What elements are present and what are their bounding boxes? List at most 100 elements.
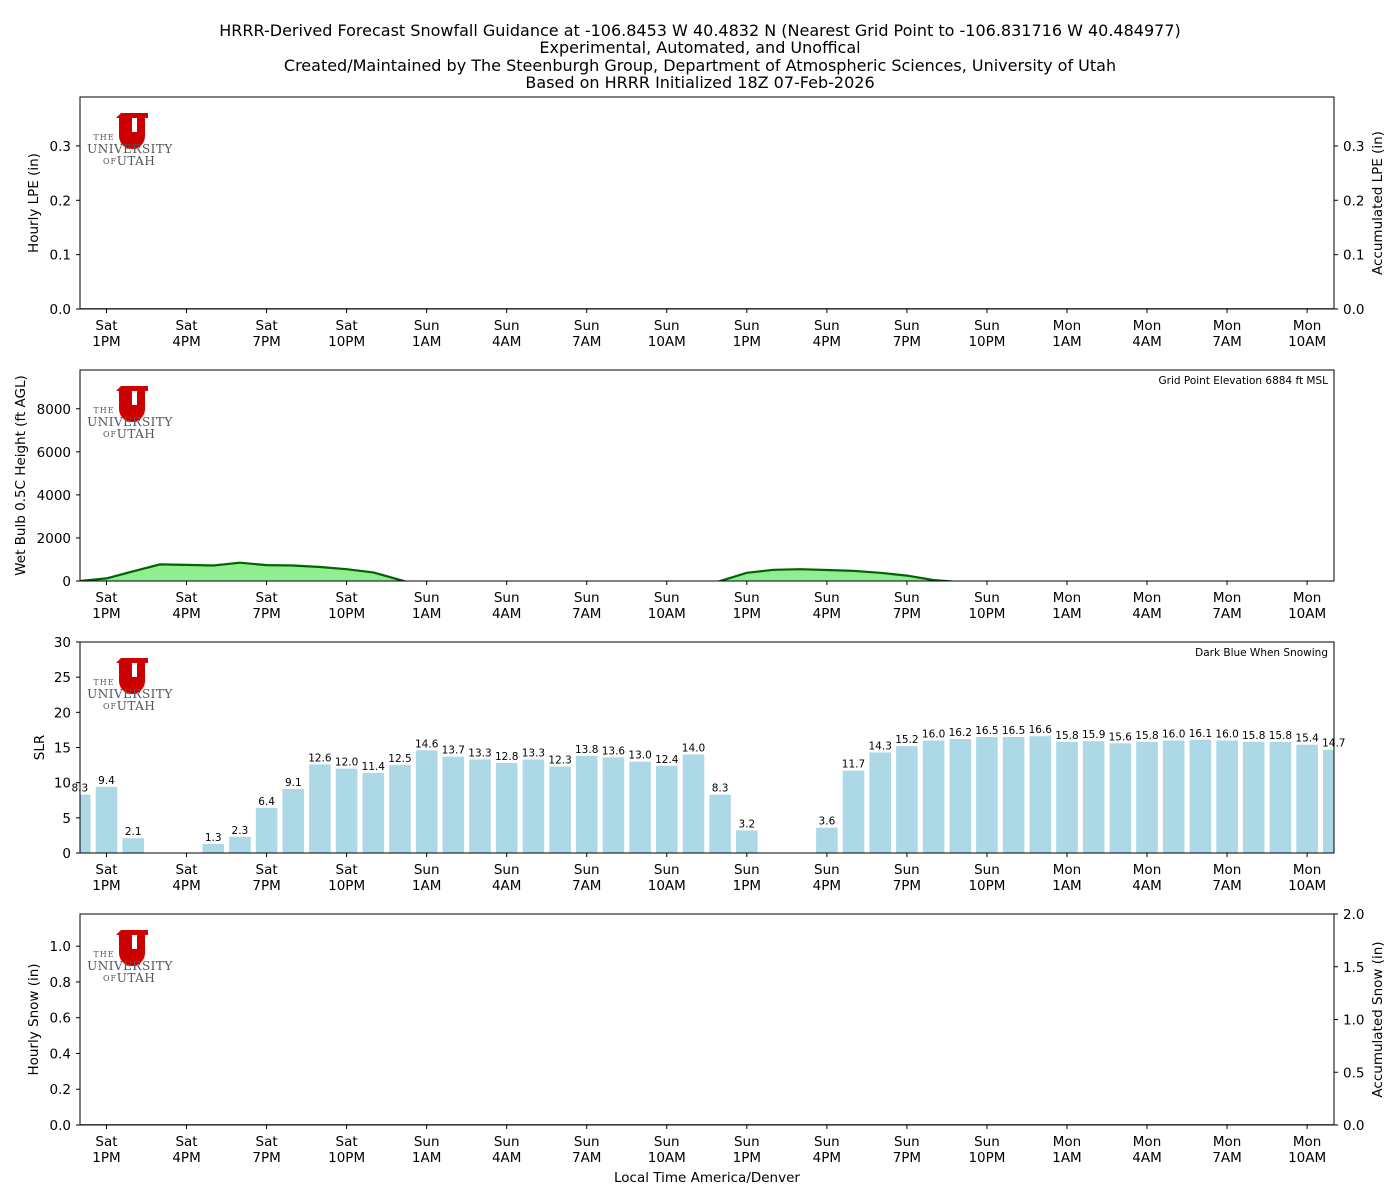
y-tick-label: 0.2	[50, 193, 71, 209]
x-tick-day: Sun	[894, 1134, 920, 1150]
x-tick-time: 10AM	[1288, 606, 1326, 622]
x-tick-time: 1PM	[733, 334, 761, 350]
slr-bar	[1109, 743, 1132, 853]
x-tick-day: Sun	[574, 318, 600, 334]
x-tick-day: Sun	[494, 318, 520, 334]
slr-bar-label: 12.0	[335, 757, 358, 769]
slr-bar	[922, 740, 945, 853]
x-tick-time: 4AM	[492, 334, 521, 350]
slr-bar	[816, 827, 838, 853]
y-tick-label: 4000	[37, 488, 71, 504]
slr-bar-label: 12.3	[548, 755, 571, 767]
y-tick-label: 30	[54, 635, 71, 651]
slr-bar-label: 16.2	[949, 727, 972, 739]
slr-bar	[629, 761, 651, 853]
x-tick-time: 1AM	[412, 1150, 441, 1166]
slr-bar-label: 13.0	[628, 750, 651, 762]
x-tick-time: 1AM	[1052, 878, 1081, 894]
x-tick-day: Sun	[414, 318, 440, 334]
x-tick-time: 10AM	[648, 606, 686, 622]
y-tick-label: 0.3	[50, 139, 71, 155]
x-tick-time: 7PM	[893, 1150, 921, 1166]
y-tick-label: 0	[62, 846, 71, 862]
x-tick-day: Mon	[1053, 318, 1081, 334]
slr-bar-label: 13.3	[468, 748, 491, 760]
x-tick-day: Sun	[734, 590, 760, 606]
x-tick-time: 7AM	[1212, 334, 1241, 350]
logo-text-university: UNIVERSITY	[87, 959, 173, 973]
x-tick-time: 4PM	[813, 1150, 841, 1166]
slr-bar-label: 3.2	[738, 819, 755, 831]
slr-bar	[656, 765, 678, 853]
x-tick-day: Mon	[1133, 1134, 1161, 1150]
x-tick-time: 7PM	[893, 606, 921, 622]
x-tick-day: Sat	[95, 862, 117, 878]
x-tick-time: 1PM	[92, 606, 120, 622]
slr-bar-label: 8.3	[712, 783, 729, 795]
slr-bar-label: 16.0	[922, 729, 945, 741]
x-tick-time: 10AM	[1288, 1150, 1326, 1166]
logo-text-the: THE	[93, 950, 114, 959]
x-tick-time: 7AM	[572, 1150, 601, 1166]
slr-bar-label: 15.8	[1135, 730, 1158, 742]
x-tick-time: 10PM	[968, 878, 1005, 894]
y-tick-label: 2000	[37, 531, 71, 547]
axes-frame	[79, 369, 1335, 582]
x-tick-day: Mon	[1213, 862, 1241, 878]
x-tick-day: Sat	[175, 318, 197, 334]
slr-bar	[1082, 741, 1105, 853]
slr-bar-label: 15.2	[895, 734, 918, 746]
y-tick-label: 8000	[37, 402, 71, 418]
y-tick-label: 0.1	[50, 248, 71, 264]
slr-bar	[549, 766, 571, 853]
slr-bar	[1002, 737, 1025, 853]
slr-bar	[95, 786, 118, 853]
x-tick-day: Sun	[414, 590, 440, 606]
y-tick-label: 20	[54, 705, 71, 721]
slr-bar	[736, 830, 758, 853]
x-axis-label: Local Time America/Denver	[614, 1170, 800, 1186]
slr-bar	[842, 770, 865, 853]
x-tick-time: 7PM	[252, 334, 280, 350]
x-tick-day: Mon	[1213, 318, 1241, 334]
slr-bar	[1029, 736, 1052, 853]
x-tick-day: Sat	[95, 318, 117, 334]
x-tick-time: 1PM	[733, 606, 761, 622]
axes-frame	[79, 96, 1335, 310]
x-tick-time: 4PM	[172, 1150, 200, 1166]
slr-bar	[255, 808, 278, 853]
title-line-3: Created/Maintained by The Steenburgh Gro…	[284, 56, 1116, 75]
block-u-icon	[116, 113, 148, 149]
logo-text-of: OF	[103, 430, 117, 439]
x-tick-day: Sun	[734, 318, 760, 334]
slr-bar	[522, 759, 545, 853]
y2-tick-label: 2.0	[1343, 907, 1364, 923]
chart-panels: 0.0 0.1 0.2 0.3 0.0 0.1 0.2 0.3 Accumulated LPE …	[13, 96, 1386, 1166]
x-tick-time: 10AM	[1288, 334, 1326, 350]
y2-tick-label: 1.5	[1343, 960, 1364, 976]
x-tick-day: Sun	[414, 862, 440, 878]
slr-bar-label: 12.6	[308, 752, 332, 764]
x-tick-time: 4PM	[813, 878, 841, 894]
slr-bar	[362, 772, 385, 853]
axes-frame	[79, 913, 1335, 1126]
slr-bar	[1136, 741, 1158, 853]
x-tick-time: 10AM	[648, 878, 686, 894]
slr-bar-label: 14.6	[415, 738, 439, 750]
y-tick-label: 0.0	[50, 302, 71, 318]
slr-bar-label: 3.6	[819, 816, 836, 828]
x-tick-day: Sun	[494, 1134, 520, 1150]
block-u-icon	[116, 930, 148, 966]
slr-bar	[1323, 749, 1334, 853]
slr-bar-label: 11.4	[362, 761, 386, 773]
slr-bar	[309, 764, 331, 853]
x-tick-day: Mon	[1293, 1134, 1321, 1150]
x-tick-day: Sat	[256, 1134, 278, 1150]
x-tick-day: Sat	[95, 1134, 117, 1150]
x-tick-day: Mon	[1293, 318, 1321, 334]
slr-bar	[389, 765, 411, 853]
x-tick-day: Sat	[175, 590, 197, 606]
x-tick-time: 7AM	[1212, 606, 1241, 622]
x-tick-day: Sat	[175, 862, 197, 878]
panel-annotation: Dark Blue When Snowing	[1195, 647, 1328, 659]
